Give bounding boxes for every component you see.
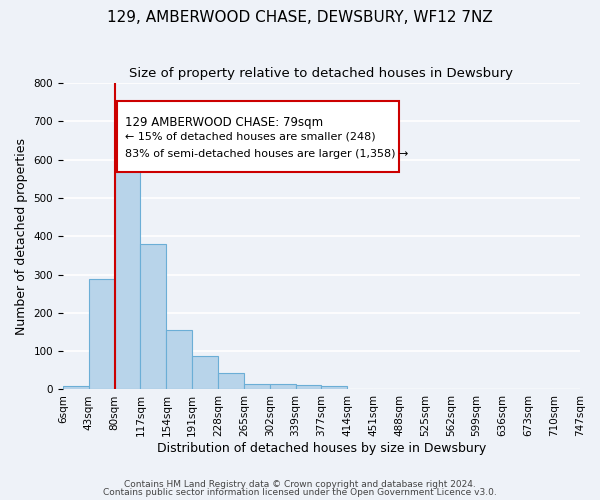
Bar: [166, 330, 192, 390]
Bar: [296, 385, 322, 390]
Bar: [63, 386, 89, 390]
Bar: [89, 279, 115, 390]
X-axis label: Distribution of detached houses by size in Dewsbury: Distribution of detached houses by size …: [157, 442, 486, 455]
Title: Size of property relative to detached houses in Dewsbury: Size of property relative to detached ho…: [130, 68, 514, 80]
Bar: [244, 384, 270, 390]
Bar: [270, 384, 296, 390]
Text: 129 AMBERWOOD CHASE: 79sqm: 129 AMBERWOOD CHASE: 79sqm: [125, 116, 323, 129]
Bar: [140, 244, 166, 390]
Y-axis label: Number of detached properties: Number of detached properties: [15, 138, 28, 335]
Text: Contains HM Land Registry data © Crown copyright and database right 2024.: Contains HM Land Registry data © Crown c…: [124, 480, 476, 489]
Bar: [192, 356, 218, 390]
Text: Contains public sector information licensed under the Open Government Licence v3: Contains public sector information licen…: [103, 488, 497, 497]
Text: 83% of semi-detached houses are larger (1,358) →: 83% of semi-detached houses are larger (…: [125, 149, 409, 159]
Bar: [218, 374, 244, 390]
Bar: [322, 386, 347, 390]
Text: ← 15% of detached houses are smaller (248): ← 15% of detached houses are smaller (24…: [125, 132, 376, 141]
FancyBboxPatch shape: [117, 102, 399, 172]
Text: 129, AMBERWOOD CHASE, DEWSBURY, WF12 7NZ: 129, AMBERWOOD CHASE, DEWSBURY, WF12 7NZ: [107, 10, 493, 25]
Bar: [115, 133, 140, 390]
